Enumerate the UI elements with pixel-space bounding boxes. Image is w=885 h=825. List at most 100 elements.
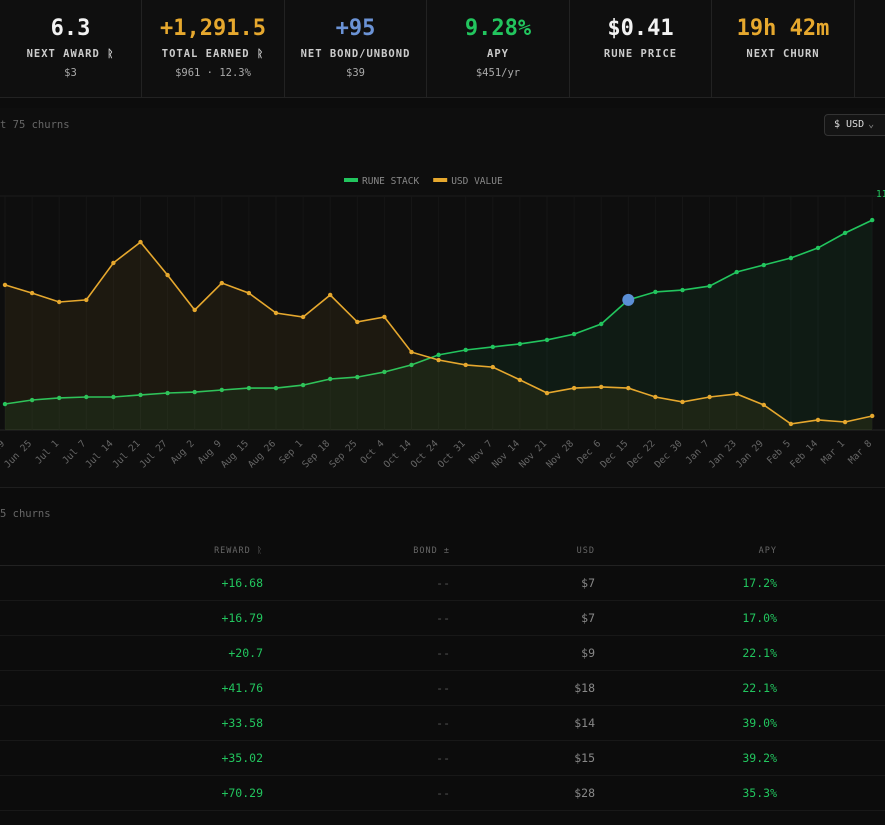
x-tick-label: Jan 29 [734, 438, 766, 470]
point [653, 289, 658, 295]
chevron: ⌄ [868, 119, 875, 130]
stat-label: TOTAL EARNED ᚱ [161, 48, 265, 60]
table-caption: 5 churns [0, 508, 51, 520]
table-cell: 39.0% [742, 716, 777, 730]
x-tick-label: Mar 1 [819, 438, 847, 466]
table-row: +16.68 -- $7 17.2% [0, 566, 885, 601]
table-row: +33.58 -- $14 39.0% [0, 706, 885, 741]
point [571, 331, 577, 337]
chart-caption: t 75 churns [0, 119, 70, 131]
x-tick-label: Aug 2 [169, 438, 197, 466]
table-cell: +16.68 [221, 576, 263, 590]
table-cell: $14 [574, 716, 595, 730]
x-tick-label: Oct 31 [436, 438, 468, 470]
point [29, 290, 35, 296]
point [2, 401, 8, 407]
point [300, 382, 306, 388]
x-tick-label: Dec 22 [625, 438, 657, 470]
point [328, 292, 333, 298]
point [2, 282, 8, 288]
point [707, 394, 712, 400]
point [192, 389, 197, 395]
point [409, 349, 414, 355]
point [653, 394, 658, 400]
currency-label: $ USD [834, 119, 865, 130]
table-cell: -- [436, 576, 450, 590]
table-row: +20.7 -- $9 22.1% [0, 636, 885, 671]
point [382, 314, 387, 320]
stat-label: NEXT CHURN [746, 48, 820, 60]
point [273, 310, 279, 316]
table-cell: 22.1% [742, 681, 777, 695]
point [680, 287, 685, 293]
point [490, 344, 495, 350]
table-cell: +70.29 [221, 786, 263, 800]
stat-value: $0.41 [607, 16, 674, 41]
point [842, 419, 848, 425]
table-header: REWARD ᚱ BOND ± USD APY [0, 536, 885, 566]
table-cell: +33.58 [221, 716, 263, 730]
hover-point [622, 293, 635, 306]
stat-card: 9.28% APY $451/yr [428, 0, 570, 98]
point [165, 272, 170, 278]
x-tick-label: Nov 21 [517, 438, 549, 470]
stat-value: 19h 42m [736, 16, 830, 41]
header-cell: APY [758, 546, 777, 556]
point [626, 385, 631, 391]
table-cell: 35.3% [742, 786, 777, 800]
point [571, 385, 577, 391]
table-cell: $7 [581, 611, 595, 625]
table-cell: -- [436, 611, 450, 625]
point [761, 402, 766, 408]
point [219, 387, 224, 393]
point [734, 391, 739, 397]
stat-card: 19h 42m NEXT CHURN [713, 0, 855, 98]
x-tick-label: 19 [0, 438, 7, 454]
legend-label: RUNE STACK [362, 176, 419, 187]
table-row: +70.29 -- $28 35.3% [0, 776, 885, 811]
point [436, 357, 441, 363]
area [5, 220, 873, 430]
point [544, 390, 550, 396]
point [870, 413, 875, 419]
x-tick-label: Nov 14 [490, 438, 522, 470]
table-row: +16.79 -- $7 17.0% [0, 601, 885, 636]
header-cell: BOND ± [413, 546, 450, 556]
stat-label: APY [487, 48, 509, 60]
x-tick-label: Oct 24 [409, 438, 441, 470]
table-cell: $7 [581, 576, 595, 590]
x-tick-label: Mar 8 [846, 438, 874, 466]
table-row: +41.76 -- $18 22.1% [0, 671, 885, 706]
stat-sub: $39 [346, 67, 365, 79]
table-cell: -- [436, 681, 450, 695]
point [57, 395, 62, 401]
stat-sub: $3 [64, 67, 77, 79]
point [436, 352, 441, 358]
point [355, 374, 360, 380]
point [734, 269, 739, 275]
legend-swatch [344, 178, 358, 182]
point [138, 239, 143, 245]
x-tick-label: Sep 25 [327, 438, 359, 470]
table-cell: -- [436, 751, 450, 765]
stat-card: $0.41 RUNE PRICE [570, 0, 712, 98]
point [707, 283, 712, 289]
x-tick-label: Jul 21 [111, 438, 143, 470]
stat-sub: $961 · 12.3% [175, 67, 251, 79]
point [111, 260, 116, 266]
stats-bar: 6.3 NEXT AWARD ᚱ $3 +1,291.5 TOTAL EARNED ᚱ $… [0, 0, 885, 98]
point [463, 347, 468, 353]
table-cell: +16.79 [221, 611, 263, 625]
point [111, 394, 116, 400]
point [409, 362, 414, 368]
stat-value: +95 [335, 16, 376, 41]
x-tick-label: Nov 28 [544, 438, 576, 470]
point [300, 314, 306, 320]
stat-card: +1,291.5 TOTAL EARNED ᚱ $961 · 12.3% [143, 0, 285, 98]
x-tick-label: Jul 14 [83, 438, 115, 470]
point [246, 290, 252, 296]
table-cell: 39.2% [742, 751, 777, 765]
point [490, 364, 495, 370]
currency-button[interactable]: $ USD ⌄ [824, 114, 885, 136]
header-cell: REWARD ᚱ [214, 546, 263, 556]
